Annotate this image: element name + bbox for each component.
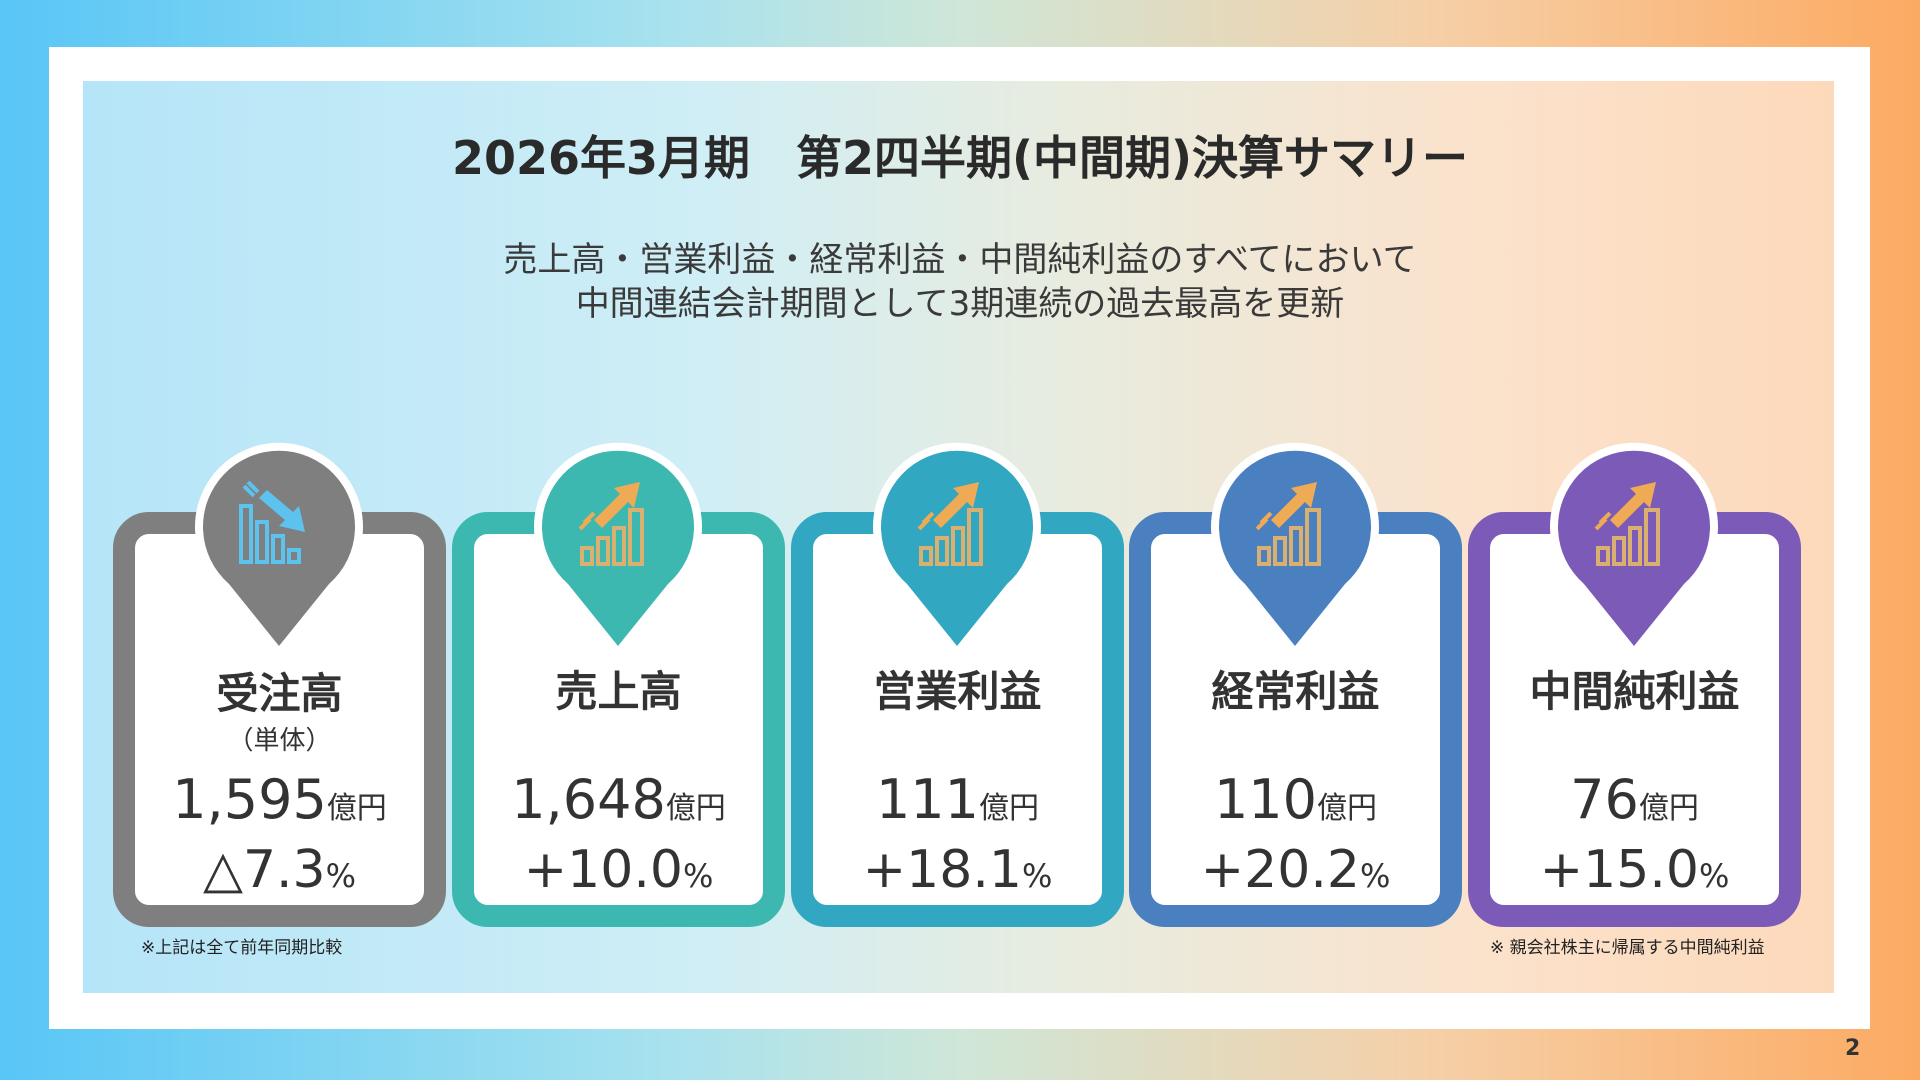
kpi-value-number: 76 (1570, 768, 1639, 831)
kpi-value-number: 1,595 (172, 768, 327, 831)
kpi-value-number: 111 (875, 768, 980, 831)
page-number: 2 (1845, 1036, 1861, 1061)
kpi-value-number: 1,648 (511, 768, 666, 831)
kpi-value-unit: 億円 (1638, 791, 1699, 826)
kpi-label: 受注高 (216, 669, 343, 718)
kpi-change-unit: % (1021, 857, 1053, 895)
kpi-change: △7.3% (135, 840, 424, 900)
kpi-card-net-income: 中間純利益 76億円 +15.0% (1468, 442, 1801, 927)
kpi-change-unit: % (1359, 857, 1391, 895)
chart-up-icon (873, 442, 1041, 654)
kpi-value-unit: 億円 (665, 791, 726, 826)
footnote-right: ※ 親会社株主に帰属する中間純利益 (1490, 938, 1765, 958)
kpi-value-unit: 億円 (979, 791, 1040, 826)
kpi-change: +15.0% (1490, 840, 1779, 900)
kpi-label: 営業利益 (873, 667, 1042, 716)
kpi-change-number: +10.0 (523, 840, 683, 900)
kpi-change: +18.1% (813, 840, 1102, 900)
kpi-label-sub: （単体） (227, 726, 332, 756)
chart-up-icon (534, 442, 702, 654)
kpi-card-sales: 売上高 1,648億円 +10.0% (452, 442, 785, 927)
chart-up-icon (1550, 442, 1718, 654)
footnote-left: ※上記は全て前年同期比較 (141, 938, 343, 958)
kpi-card-operating-profit: 営業利益 111億円 +18.1% (791, 442, 1124, 927)
kpi-value: 1,595億円 (135, 768, 424, 831)
kpi-value-unit: 億円 (1317, 791, 1378, 826)
kpi-label: 中間純利益 (1529, 667, 1740, 716)
kpi-value: 1,648億円 (474, 768, 763, 831)
kpi-value: 111億円 (813, 768, 1102, 831)
kpi-card-ordinary-profit: 経常利益 110億円 +20.2% (1129, 442, 1462, 927)
kpi-label: 売上高 (555, 667, 682, 716)
kpi-change-number: +15.0 (1539, 840, 1699, 900)
kpi-change-unit: % (325, 857, 357, 895)
kpi-change: +10.0% (474, 840, 763, 900)
kpi-label: 経常利益 (1211, 667, 1380, 716)
chart-up-icon (1211, 442, 1379, 654)
kpi-change-number: +20.2 (1200, 840, 1360, 900)
kpi-change-unit: % (1698, 857, 1730, 895)
subtitle-line-2: 中間連結会計期間として3期連続の過去最高を更新 (575, 284, 1345, 324)
kpi-value-number: 110 (1213, 768, 1318, 831)
kpi-change: +20.2% (1151, 840, 1440, 900)
kpi-value: 110億円 (1151, 768, 1440, 831)
subtitle-line-1: 売上高・営業利益・経常利益・中間純利益のすべてにおいて (503, 240, 1417, 280)
kpi-card-orders: 受注高 （単体） 1,595億円 △7.3% (113, 442, 446, 927)
kpi-change-number: +18.1 (862, 840, 1022, 900)
chart-down-icon (195, 442, 363, 654)
kpi-value-unit: 億円 (326, 791, 387, 826)
slide-title: 2026年3月期 第2四半期(中間期)決算サマリー (451, 131, 1469, 185)
kpi-value: 76億円 (1490, 768, 1779, 831)
kpi-change-unit: % (682, 857, 714, 895)
kpi-change-number: △7.3 (202, 840, 326, 900)
